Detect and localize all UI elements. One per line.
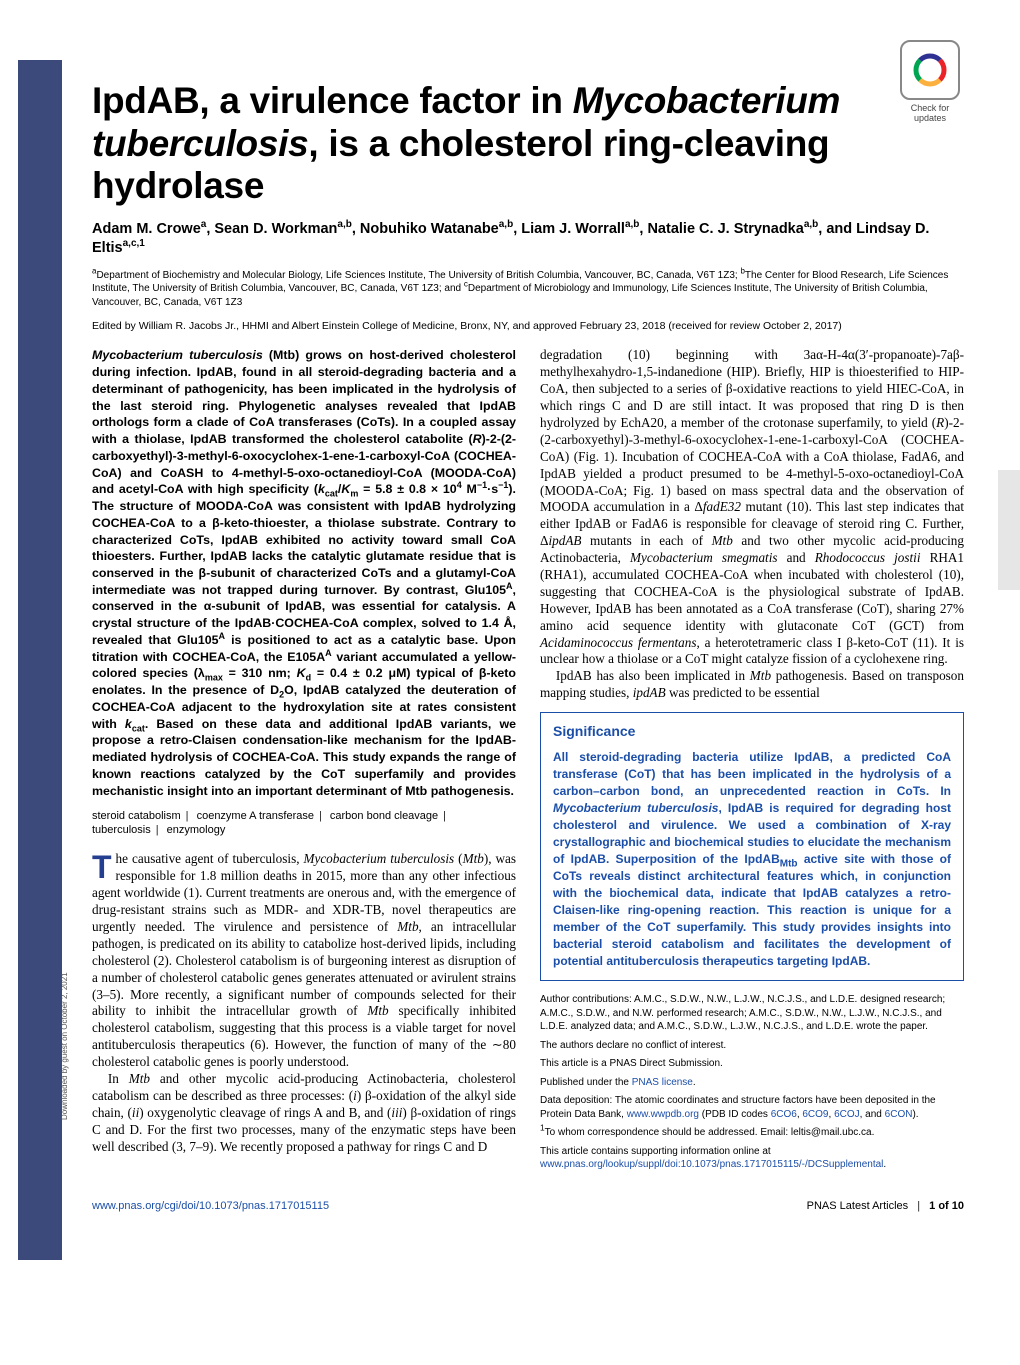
footer-page-number: 1 of 10 [929, 1200, 964, 1212]
keywords: steroid catabolism| coenzyme A transfera… [92, 809, 516, 837]
correspondence: 1To whom correspondence should be addres… [540, 1126, 964, 1140]
wwpdb-link[interactable]: www.wwpdb.org [627, 1109, 699, 1120]
body-para: In Mtb and other mycolic acid-producing … [92, 1071, 516, 1155]
supporting-info: This article contains supporting informa… [540, 1145, 964, 1172]
page-footer: www.pnas.org/cgi/doi/10.1073/pnas.171701… [92, 1194, 964, 1212]
pdb-code-link[interactable]: 6CON [885, 1109, 913, 1120]
keyword: carbon bond cleavage [330, 810, 438, 822]
pnas-brand-stripe: PNAS PNAS [18, 60, 62, 1260]
si-link[interactable]: www.pnas.org/lookup/suppl/doi:10.1073/pn… [540, 1159, 883, 1170]
keyword: tuberculosis [92, 824, 151, 836]
section-side-tab: BIOCHEMISTRY [998, 470, 1020, 590]
article-title: IpdAB, a virulence factor in Mycobacteri… [92, 80, 964, 208]
body-para: IpdAB has also been implicated in Mtb pa… [540, 668, 964, 702]
footer-doi: www.pnas.org/cgi/doi/10.1073/pnas.171701… [92, 1200, 329, 1212]
keyword: enzymology [167, 824, 226, 836]
license-line: Published under the PNAS license. [540, 1076, 964, 1090]
crossmark-label: Check for updates [900, 104, 960, 124]
pdb-code-link[interactable]: 6COJ [834, 1109, 860, 1120]
body-para: The causative agent of tuberculosis, Myc… [92, 851, 516, 1071]
abstract: Mycobacterium tuberculosis (Mtb) grows o… [92, 347, 516, 799]
body-para: degradation (10) beginning with 3aα-H-4α… [540, 347, 964, 668]
significance-heading: Significance [553, 723, 951, 741]
pnas-license-link[interactable]: PNAS license [632, 1077, 693, 1088]
main-two-column: Mycobacterium tuberculosis (Mtb) grows o… [92, 347, 964, 1172]
deposition-post: ). [912, 1109, 918, 1120]
crossmark-badge[interactable]: Check for updates [900, 40, 960, 124]
article-info: Author contributions: A.M.C., S.D.W., N.… [540, 993, 964, 1172]
footer-page-info: PNAS Latest Articles | 1 of 10 [807, 1200, 964, 1212]
edited-by: Edited by William R. Jacobs Jr., HHMI an… [92, 319, 964, 333]
data-deposition: Data deposition: The atomic coordinates … [540, 1094, 964, 1121]
crossmark-label-line1: Check for [911, 103, 950, 113]
crossmark-label-line2: updates [914, 113, 946, 123]
keyword: coenzyme A transferase [197, 810, 314, 822]
doi-link[interactable]: www.pnas.org/cgi/doi/10.1073/pnas.171701… [92, 1200, 329, 1212]
direct-submission: This article is a PNAS Direct Submission… [540, 1057, 964, 1071]
license-pre: Published under the [540, 1077, 632, 1088]
footer-issue: PNAS Latest Articles [807, 1200, 909, 1212]
download-note: Downloaded by guest on October 2, 2021 [60, 972, 69, 1120]
si-pre: This article contains supporting informa… [540, 1146, 771, 1157]
si-post: . [883, 1159, 886, 1170]
pdb-code-link[interactable]: 6CO6 [771, 1109, 797, 1120]
deposition-mid: (PDB ID codes [699, 1109, 771, 1120]
page: PNAS PNAS Check for updates BIOCHEMISTRY… [0, 0, 1020, 1365]
pdb-code-link[interactable]: 6CO9 [802, 1109, 828, 1120]
affiliations: aDepartment of Biochemistry and Molecula… [92, 269, 964, 310]
license-post: . [693, 1077, 696, 1088]
crossmark-icon [900, 40, 960, 100]
significance-box: Significance All steroid-degrading bacte… [540, 712, 964, 981]
significance-text: All steroid-degrading bacteria utilize I… [553, 749, 951, 970]
keyword: steroid catabolism [92, 810, 181, 822]
author-contributions: Author contributions: A.M.C., S.D.W., N.… [540, 993, 964, 1034]
conflict-statement: The authors declare no conflict of inter… [540, 1039, 964, 1053]
author-list: Adam M. Crowea, Sean D. Workmana,b, Nobu… [92, 220, 964, 259]
